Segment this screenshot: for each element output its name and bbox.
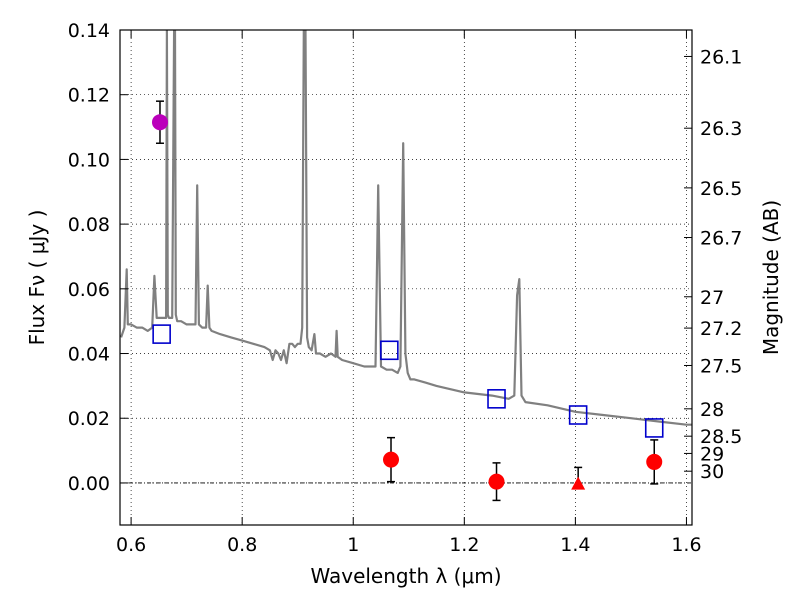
detection-point bbox=[488, 473, 505, 490]
x-tick-label: 1.4 bbox=[560, 534, 590, 556]
mag-tick-label: 28.5 bbox=[700, 426, 742, 448]
detection-point bbox=[383, 451, 400, 468]
y-tick-label: 0.12 bbox=[68, 85, 110, 107]
model-photometry-point bbox=[487, 389, 506, 409]
detection-point bbox=[646, 453, 663, 470]
y-tick-label: 0.02 bbox=[68, 408, 110, 430]
x-tick-label: 1.6 bbox=[671, 534, 701, 556]
spectrum bbox=[120, 30, 692, 426]
model-photometry-point bbox=[380, 340, 399, 361]
markers bbox=[151, 100, 664, 502]
x-tick-label: 0.6 bbox=[116, 534, 146, 556]
mag-tick-label: 30 bbox=[700, 461, 724, 483]
x-tick-label: 0.8 bbox=[227, 534, 257, 556]
spectrum-line bbox=[120, 30, 692, 426]
y-axis-label: Flux Fν ( μJy ) bbox=[25, 210, 49, 346]
upper-limit-point bbox=[571, 476, 586, 490]
model-photometry-point bbox=[644, 418, 664, 438]
mag-tick-label: 26.3 bbox=[700, 118, 742, 140]
x-tick-label: 1 bbox=[347, 534, 359, 556]
mag-tick-label: 27.2 bbox=[700, 318, 742, 340]
mag-tick-label: 28 bbox=[700, 399, 724, 421]
y-tick-label: 0.14 bbox=[68, 20, 110, 42]
mag-tick-label: 29 bbox=[700, 443, 724, 465]
y-tick-label: 0.06 bbox=[68, 279, 110, 301]
mag-tick-label: 26.7 bbox=[700, 228, 742, 250]
y-tick-label: 0.00 bbox=[68, 473, 110, 495]
model-photometry-point bbox=[568, 405, 588, 425]
y-tick-label: 0.08 bbox=[68, 214, 110, 236]
mag-tick-label: 26.5 bbox=[700, 178, 742, 200]
mag-tick-label: 27 bbox=[700, 287, 724, 309]
y2-axis-label: Magnitude (AB) bbox=[759, 200, 783, 355]
ticks: 0.6 0.8 1 1.2 1.4 1.6 0.00 0.02 0.04 0.06 0.08 0.10… bbox=[68, 20, 743, 556]
mag-tick-label: 27.5 bbox=[700, 355, 742, 377]
plot-frame bbox=[119, 29, 693, 526]
x-axis-label: Wavelength λ (μm) bbox=[310, 564, 501, 588]
bright-data-point bbox=[151, 114, 168, 131]
model-photometry-point bbox=[152, 324, 171, 344]
mag-tick-label: 26.1 bbox=[700, 46, 742, 68]
y-tick-label: 0.04 bbox=[68, 344, 110, 366]
grid bbox=[120, 29, 692, 525]
x-tick-label: 1.2 bbox=[449, 534, 479, 556]
y-tick-label: 0.10 bbox=[68, 149, 110, 171]
